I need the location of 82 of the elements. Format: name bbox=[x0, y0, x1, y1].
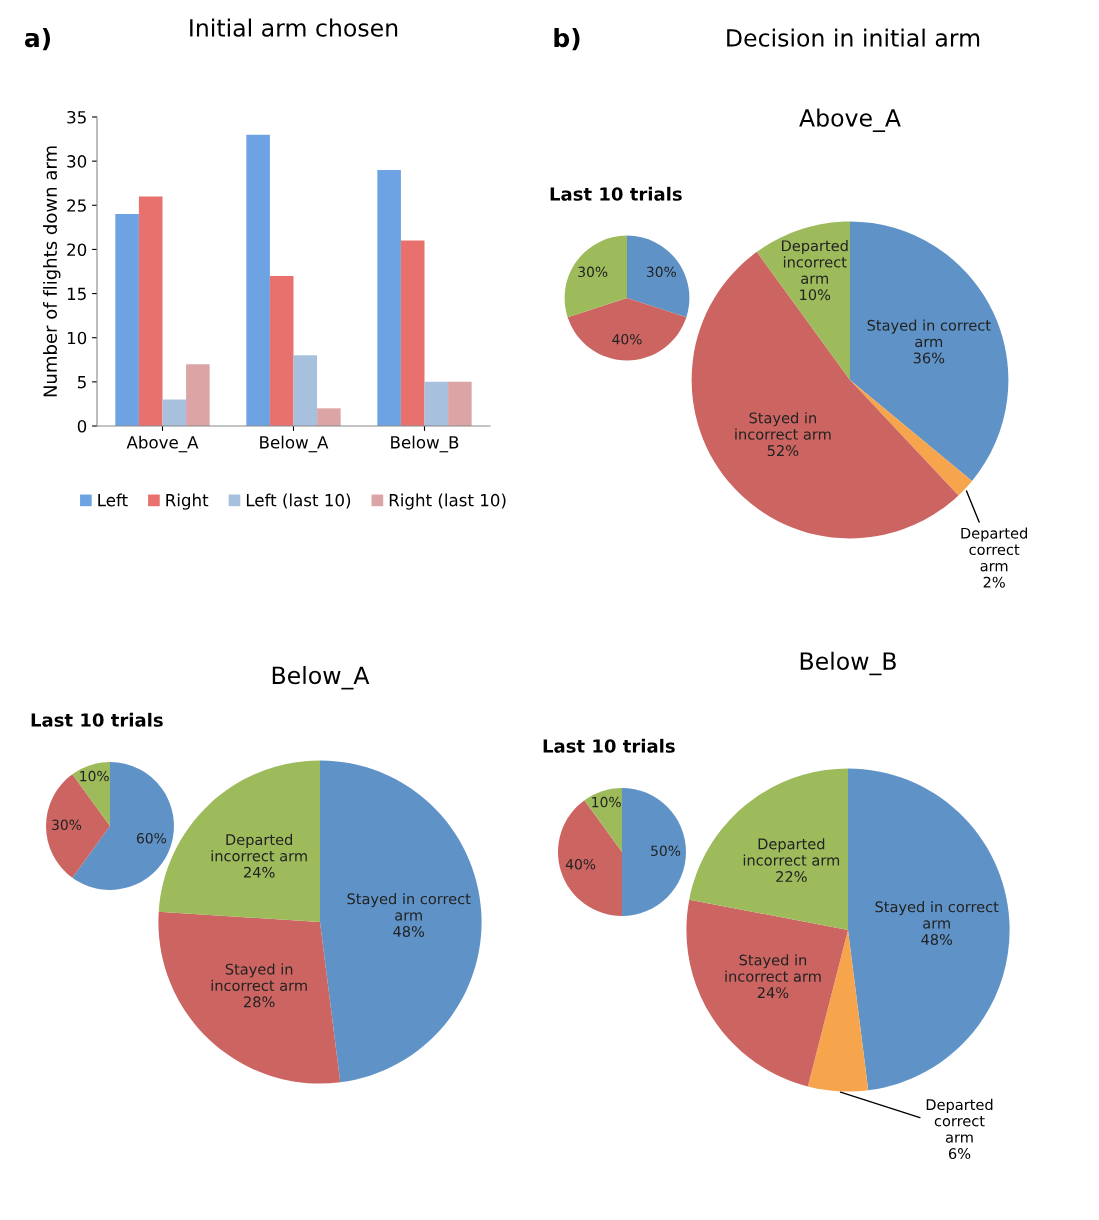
chart-title: Below_B bbox=[800, 651, 896, 676]
slice-label: Departed incorrect arm bbox=[743, 838, 840, 866]
bar bbox=[377, 169, 401, 426]
slice-label: Departed correct arm bbox=[926, 1098, 993, 1143]
legend-label: Right bbox=[166, 493, 209, 510]
y-tick-label: 35 bbox=[67, 110, 86, 124]
data-label: 40% bbox=[612, 333, 642, 345]
data-label: 24% bbox=[244, 866, 275, 878]
bar bbox=[317, 408, 341, 426]
pie-slice bbox=[850, 380, 973, 496]
slice-label: Stayed in correct arm bbox=[867, 319, 991, 348]
slice-label: Stayed in incorrect arm bbox=[735, 412, 831, 440]
legend-label: Right (last 10) bbox=[389, 493, 506, 510]
bar bbox=[400, 240, 425, 426]
y-tick-label: 30 bbox=[67, 155, 87, 168]
y-tick-label: 5 bbox=[77, 376, 86, 389]
data-label: 48% bbox=[921, 933, 953, 945]
data-label: 28% bbox=[244, 996, 275, 1008]
pie-slice bbox=[689, 768, 848, 930]
chart-title: Last 10 trials bbox=[550, 186, 682, 201]
text: b) bbox=[554, 27, 580, 51]
slice-label: Departed correct arm bbox=[961, 527, 1027, 572]
data-label: 36% bbox=[913, 352, 945, 364]
bar bbox=[186, 364, 210, 426]
bar bbox=[162, 399, 187, 426]
data-label: 22% bbox=[776, 871, 807, 883]
y-tick-label: 20 bbox=[67, 243, 87, 256]
chart-title: Initial arm chosen bbox=[190, 18, 398, 37]
pie-slice bbox=[686, 899, 848, 1087]
bar bbox=[138, 196, 163, 426]
pie-slice bbox=[320, 760, 482, 1083]
data-label: 30% bbox=[646, 266, 676, 278]
data-label: 52% bbox=[767, 445, 799, 457]
data-label: 10% bbox=[592, 796, 621, 808]
legend-label: Left bbox=[98, 493, 128, 507]
pie-slice bbox=[756, 221, 850, 380]
pie-slice bbox=[158, 911, 341, 1084]
bar bbox=[293, 355, 318, 426]
data-label: 2% bbox=[983, 576, 1005, 588]
bar bbox=[424, 381, 449, 426]
pie-slice bbox=[567, 298, 687, 361]
data-label: 10% bbox=[80, 770, 109, 782]
data-label: 40% bbox=[565, 858, 596, 870]
text: a) bbox=[24, 27, 50, 51]
y-tick-label: 25 bbox=[67, 199, 86, 212]
data-label: 24% bbox=[757, 987, 789, 999]
pie-slice bbox=[622, 788, 686, 916]
x-tick-label: Above_A bbox=[126, 435, 199, 453]
legend-label: Left (last 10) bbox=[246, 493, 351, 509]
data-label: 30% bbox=[578, 266, 608, 278]
chart-title: Last 10 trials bbox=[31, 712, 163, 727]
data-label: 6% bbox=[948, 1148, 971, 1160]
bar bbox=[269, 275, 294, 426]
chart-title: Above_A bbox=[799, 108, 901, 133]
pie-slice bbox=[584, 788, 622, 852]
bar bbox=[246, 134, 270, 426]
chart-title: Below_A bbox=[272, 665, 370, 690]
y-tick-label: 0 bbox=[77, 419, 87, 433]
data-label: 10% bbox=[800, 289, 831, 301]
data-label: 30% bbox=[52, 819, 82, 831]
slice-label: Stayed in correct arm bbox=[347, 893, 471, 921]
y-tick-label: 15 bbox=[67, 287, 86, 301]
y-tick-label: 10 bbox=[67, 331, 87, 345]
y-axis-title: Number of flights down arm bbox=[43, 146, 61, 397]
pie-slice bbox=[848, 768, 1010, 1091]
data-label: 50% bbox=[651, 845, 681, 857]
slice-label: Stayed in incorrect arm bbox=[725, 954, 821, 982]
data-label: 48% bbox=[393, 925, 425, 937]
slice-label: Stayed in correct arm bbox=[875, 901, 999, 929]
slice-label: Departed incorrect arm bbox=[211, 833, 307, 862]
pie-slice bbox=[564, 235, 627, 318]
pie-slice bbox=[627, 235, 690, 318]
data-label: 60% bbox=[136, 832, 167, 844]
chart-title: Last 10 trials bbox=[543, 738, 675, 753]
slice-label: Departed incorrect arm bbox=[782, 239, 848, 284]
x-tick-label: Below_B bbox=[391, 435, 459, 453]
bar bbox=[115, 214, 139, 426]
slice-label: Stayed in incorrect arm bbox=[211, 963, 307, 992]
bar bbox=[448, 381, 472, 426]
x-tick-label: Below_A bbox=[260, 435, 329, 453]
text: Decision in initial arm bbox=[727, 28, 980, 47]
pie-slice bbox=[850, 221, 1009, 481]
